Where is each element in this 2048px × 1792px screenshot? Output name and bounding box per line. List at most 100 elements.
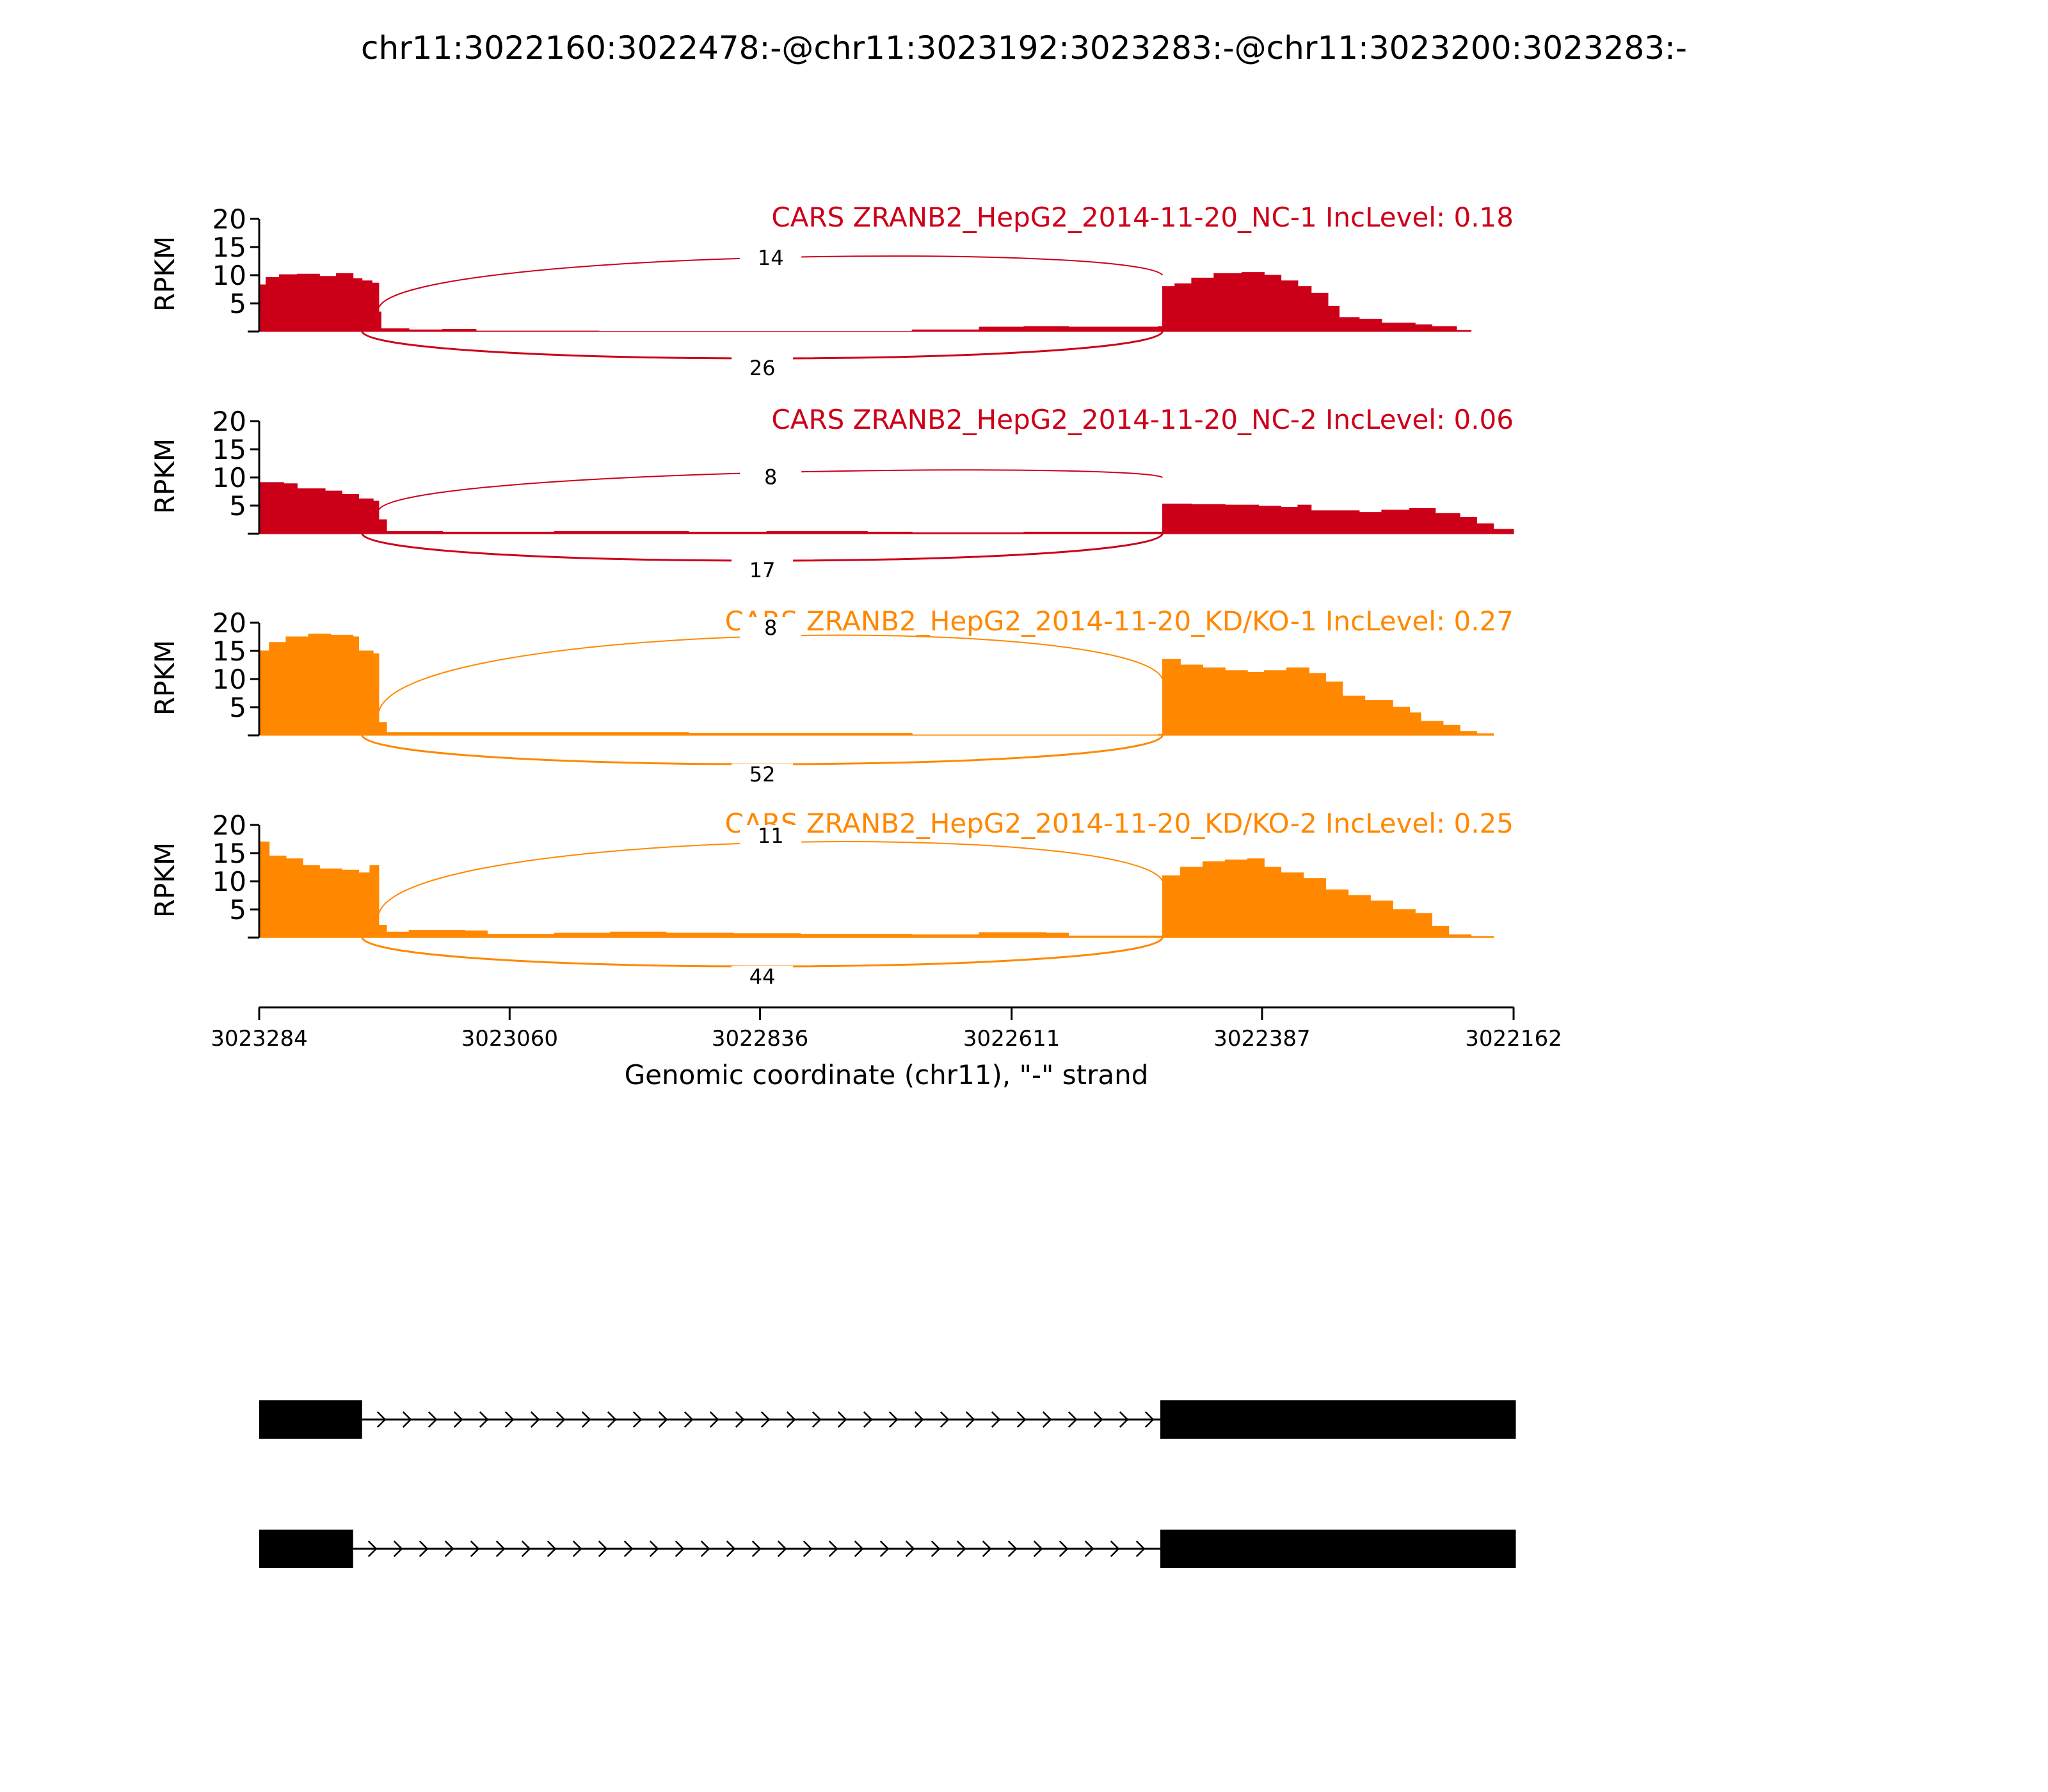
junction-count-label: 8: [764, 465, 777, 489]
y-tick-label: 10: [212, 866, 246, 897]
strand-chevron: [556, 1411, 566, 1428]
exon-block: [1160, 1530, 1516, 1568]
strand-chevron: [367, 1540, 378, 1557]
junction-label-bg: [732, 357, 794, 380]
strand-chevron: [495, 1540, 506, 1557]
junction-label-bg: [740, 466, 802, 490]
strand-chevron: [905, 1540, 915, 1557]
strand-chevron: [419, 1540, 429, 1557]
y-tick-label: 15: [212, 838, 246, 869]
strand-chevron: [453, 1411, 463, 1428]
strand-chevron: [530, 1411, 540, 1428]
strand-chevron: [786, 1411, 796, 1428]
coverage-area: [259, 482, 1514, 534]
strand-chevron: [658, 1411, 668, 1428]
y-tick-label: 5: [229, 692, 246, 723]
strand-chevron: [598, 1540, 608, 1557]
strand-chevron: [828, 1540, 838, 1557]
strand-chevron: [982, 1540, 992, 1557]
strand-chevron: [879, 1540, 890, 1557]
strand-chevron: [1135, 1540, 1146, 1557]
junction-arc-top: [378, 841, 1164, 914]
coverage-area: [259, 272, 1472, 332]
strand-chevron: [931, 1540, 941, 1557]
strand-chevron: [470, 1540, 480, 1557]
strand-chevron: [1059, 1540, 1069, 1557]
junction-count-label: 14: [758, 246, 784, 270]
strand-chevron: [675, 1540, 685, 1557]
junction-arc-bottom: [361, 533, 1164, 562]
strand-chevron: [803, 1540, 813, 1557]
strand-chevron: [760, 1411, 771, 1428]
strand-chevron: [726, 1540, 736, 1557]
strand-chevron: [572, 1540, 582, 1557]
strand-chevron: [940, 1411, 950, 1428]
y-tick-label: 20: [212, 204, 246, 235]
strand-chevron: [376, 1411, 387, 1428]
y-axis-label: RPKM: [149, 640, 180, 716]
strand-chevron: [812, 1411, 822, 1428]
y-tick-label: 5: [229, 288, 246, 319]
junction-arc-bottom: [361, 735, 1164, 765]
strand-chevron: [854, 1540, 864, 1557]
strand-chevron: [607, 1411, 617, 1428]
junction-count-label: 52: [749, 762, 776, 787]
strand-chevron: [863, 1411, 873, 1428]
y-tick-label: 20: [212, 810, 246, 841]
y-axis-label: RPKM: [149, 236, 180, 312]
junction-count-label: 26: [749, 356, 776, 380]
y-tick-label: 20: [212, 607, 246, 639]
junction-label-bg: [732, 559, 794, 582]
strand-chevron: [632, 1411, 643, 1428]
strand-chevron: [700, 1540, 710, 1557]
junction-label-bg: [740, 825, 802, 848]
y-tick-label: 10: [212, 462, 246, 493]
isoform-1: [259, 1400, 1516, 1439]
strand-chevron: [402, 1411, 412, 1428]
strand-chevron: [751, 1540, 762, 1557]
strand-chevron: [709, 1411, 719, 1428]
strand-chevron: [956, 1540, 966, 1557]
strand-chevron: [888, 1411, 899, 1428]
track-label: CARS ZRANB2_HepG2_2014-11-20_KD/KO-2 Inc…: [725, 808, 1514, 839]
strand-chevron: [521, 1540, 531, 1557]
junction-count-label: 44: [749, 964, 776, 989]
y-tick-label: 15: [212, 434, 246, 465]
strand-chevron: [735, 1411, 745, 1428]
y-tick-label: 10: [212, 664, 246, 695]
strand-chevron: [914, 1411, 924, 1428]
strand-chevron: [479, 1411, 489, 1428]
junction-arc-bottom: [361, 937, 1164, 968]
strand-chevron: [1084, 1540, 1094, 1557]
strand-chevron: [649, 1540, 659, 1557]
coverage-area: [259, 841, 1494, 938]
chart-title: chr11:3022160:3022478:-@chr11:3023192:30…: [361, 29, 1687, 67]
y-tick-label: 15: [212, 636, 246, 667]
junction-label-bg: [732, 764, 794, 787]
exon-block: [1160, 1400, 1516, 1439]
strand-chevron: [1007, 1540, 1018, 1557]
strand-chevron: [428, 1411, 438, 1428]
strand-chevron: [1110, 1540, 1120, 1557]
strand-chevron: [1016, 1411, 1027, 1428]
y-tick-label: 20: [212, 406, 246, 437]
strand-chevron: [623, 1540, 634, 1557]
y-axis-label: RPKM: [149, 842, 180, 918]
y-tick-label: 10: [212, 260, 246, 291]
x-tick-label: 3022611: [963, 1026, 1060, 1052]
strand-chevron: [777, 1540, 787, 1557]
track-label: CARS ZRANB2_HepG2_2014-11-20_NC-1 IncLev…: [771, 202, 1514, 233]
strand-chevron: [1144, 1411, 1155, 1428]
exon-block: [259, 1400, 362, 1439]
exon-block: [259, 1530, 353, 1568]
y-axis-label: RPKM: [149, 438, 180, 514]
strand-chevron: [1119, 1411, 1129, 1428]
strand-chevron: [991, 1411, 1001, 1428]
strand-chevron: [1033, 1540, 1043, 1557]
x-tick-label: 3023284: [211, 1026, 307, 1052]
junction-count-label: 8: [764, 616, 777, 640]
